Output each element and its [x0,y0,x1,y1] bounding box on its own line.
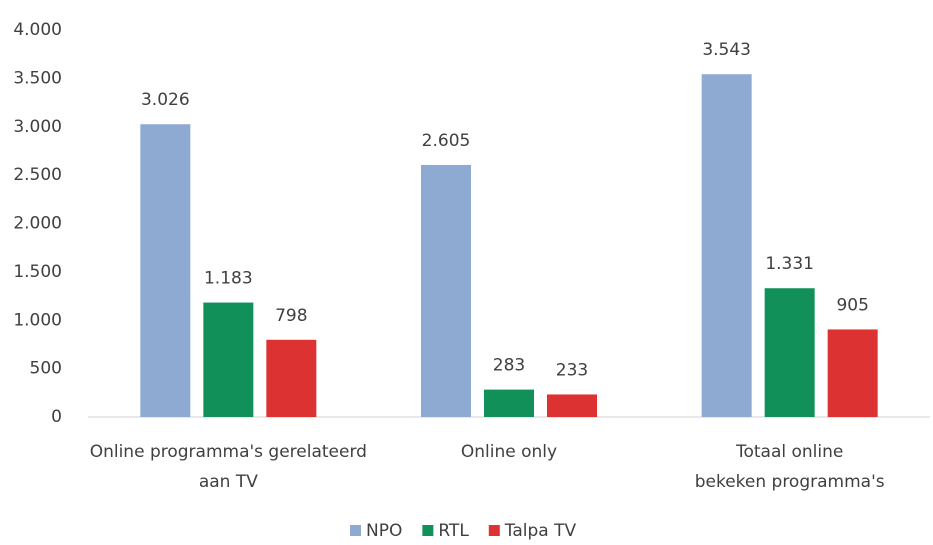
value-label: 2.605 [422,131,471,151]
x-tick-label: Totaal online bekeken programma's [695,442,885,492]
bar [140,124,191,417]
value-label: 798 [275,306,307,326]
y-tick-label: 1.000 [13,310,62,330]
bar [764,288,815,417]
value-label: 3.543 [702,40,751,60]
y-tick-label: 3.000 [13,117,62,137]
y-tick-label: 0 [51,407,62,427]
legend-swatch [350,525,361,536]
y-tick-label: 500 [30,359,62,379]
legend-label: Talpa TV [504,521,577,541]
bar [203,302,254,417]
bar [421,164,471,417]
y-tick-label: 2.000 [13,214,62,234]
legend-swatch [488,525,500,536]
legend-label: RTL [438,521,469,541]
x-tick-label: Online programma's gerelateerd aan TV [90,442,367,492]
bar [701,74,752,417]
y-tick-label: 4.000 [13,20,62,40]
value-label: 283 [493,356,525,376]
bar [484,389,534,417]
x-tick-label: Online only [461,442,557,462]
bar [827,329,878,417]
value-label: 905 [836,295,868,315]
legend-swatch [422,525,434,536]
value-label: 233 [556,360,588,380]
y-tick-label: 3.500 [13,68,62,88]
value-label: 1.183 [204,269,253,289]
bar [266,339,317,417]
legend-label: NPO [366,521,402,541]
legend: NPO RTL Talpa TV [350,521,577,541]
value-label: 1.331 [765,254,814,274]
value-label: 3.026 [141,90,190,110]
y-tick-label: 1.500 [13,262,62,282]
y-tick-label: 2.500 [13,165,62,185]
bar [547,394,597,417]
